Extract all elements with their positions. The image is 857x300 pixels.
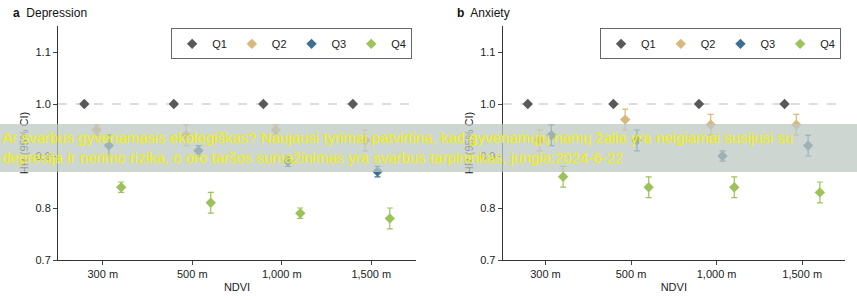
svg-text:300 m: 300 m (87, 268, 118, 280)
html-text:Ar svarbus gyvenamasis ekologi: Ar svarbus gyvenamasis ekologiškas? Nauj… (2, 129, 794, 166)
svg-text:Q2: Q2 (701, 38, 716, 50)
svg-text:1.1: 1.1 (36, 46, 51, 58)
svg-text:0.7: 0.7 (36, 254, 51, 266)
svg-text:1.0: 1.0 (480, 98, 495, 110)
svg-text:b Anxiety: b Anxiety (457, 6, 510, 20)
svg-text:Q3: Q3 (332, 38, 347, 50)
svg-text:0.7: 0.7 (480, 254, 495, 266)
svg-text:1,500 m: 1,500 m (782, 268, 822, 280)
svg-text:a Depression: a Depression (13, 6, 87, 20)
svg-text:Q2: Q2 (272, 38, 287, 50)
svg-text:300 m: 300 m (530, 268, 561, 280)
svg-text:500 m: 500 m (616, 268, 647, 280)
svg-text:NDVI: NDVI (661, 281, 687, 293)
svg-text:1,500 m: 1,500 m (351, 268, 391, 280)
svg-text:1.1: 1.1 (480, 46, 495, 58)
svg-text:1,000 m: 1,000 m (697, 268, 737, 280)
svg-text:1,000 m: 1,000 m (262, 268, 302, 280)
svg-text:Q1: Q1 (212, 38, 227, 50)
svg-text:0.8: 0.8 (480, 202, 495, 214)
svg-text:Q4: Q4 (820, 38, 835, 50)
svg-text:Q3: Q3 (760, 38, 775, 50)
svg-text:NDVI: NDVI (224, 281, 250, 293)
svg-text:500 m: 500 m (177, 268, 208, 280)
svg-text:Q4: Q4 (391, 38, 406, 50)
svg-text:1.0: 1.0 (36, 98, 51, 110)
svg-text:0.8: 0.8 (36, 202, 51, 214)
svg-text:Q1: Q1 (641, 38, 656, 50)
